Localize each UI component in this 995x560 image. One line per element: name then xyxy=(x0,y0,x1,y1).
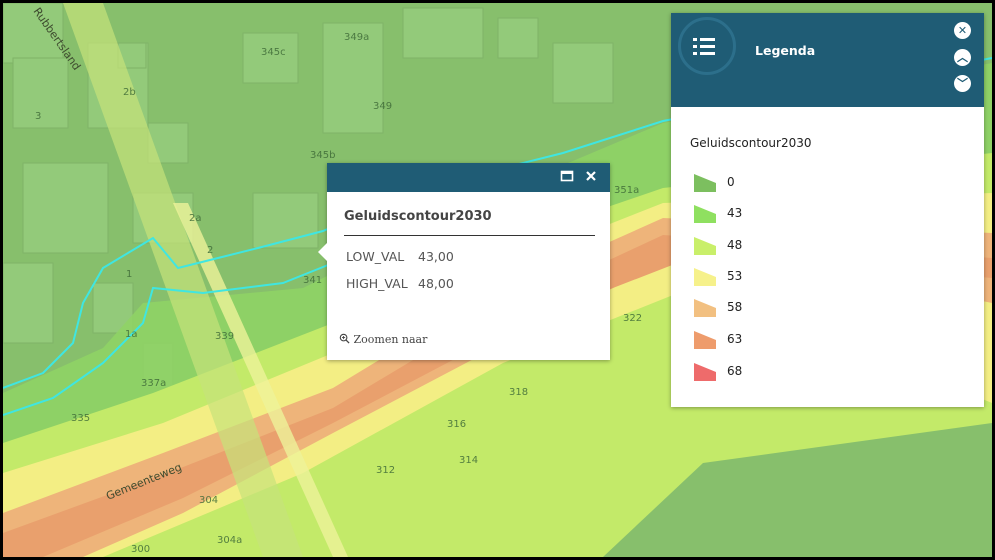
house-number: 2 xyxy=(207,245,213,256)
legend-layer-name: Geluidscontour2030 xyxy=(690,136,812,150)
house-number: 312 xyxy=(376,465,395,476)
magnifier-icon xyxy=(339,333,350,344)
house-number: 300 xyxy=(131,544,150,555)
house-number: 304a xyxy=(217,535,242,546)
popup-divider xyxy=(344,235,595,236)
attribute-key: LOW_VAL xyxy=(346,249,405,264)
house-number: 316 xyxy=(447,419,466,430)
legend-swatch xyxy=(694,268,716,286)
legend-swatch xyxy=(694,299,716,317)
popup-title: Geluidscontour2030 xyxy=(344,209,492,224)
legend-header: Legenda ✕ ︿ ﹀ xyxy=(671,13,984,107)
house-numbers: 345c 349a 349 2b 3 345b 2a 2 1 341 1a 33… xyxy=(35,32,642,555)
legend-item-label: 48 xyxy=(727,238,743,252)
attribute-key: HIGH_VAL xyxy=(346,276,408,291)
legend-title: Legenda xyxy=(755,43,816,58)
house-number: 345c xyxy=(261,47,286,58)
house-number: 318 xyxy=(509,387,528,398)
legend-item-label: 43 xyxy=(727,206,743,220)
zoom-to-link[interactable]: Zoomen naar xyxy=(339,333,427,346)
legend-panel: Legenda ✕ ︿ ﹀ Geluidscontour2030 0 43 48… xyxy=(671,13,984,407)
house-number: 1 xyxy=(126,269,132,280)
house-number: 345b xyxy=(310,150,335,161)
legend-item-label: 58 xyxy=(727,300,743,314)
legend-item-label: 53 xyxy=(727,269,743,283)
house-number: 2a xyxy=(189,213,202,224)
attribute-value: 48,00 xyxy=(418,276,454,291)
popup-header xyxy=(327,163,610,192)
legend-item-label: 63 xyxy=(727,332,743,346)
legend-swatch xyxy=(694,331,716,349)
house-number: 341 xyxy=(303,275,322,286)
house-number: 337a xyxy=(141,378,166,389)
legend-swatch xyxy=(694,237,716,255)
attribute-value: 43,00 xyxy=(418,249,454,264)
popup-pointer xyxy=(318,243,327,261)
legend-swatch xyxy=(694,363,716,381)
house-number: 2b xyxy=(123,87,136,98)
popup-attribute-row: LOW_VAL 43,00 xyxy=(346,249,454,264)
legend-close-icon[interactable]: ✕ xyxy=(954,22,971,39)
house-number: 335 xyxy=(71,413,90,424)
house-number: 322 xyxy=(623,313,642,324)
house-number: 314 xyxy=(459,455,478,466)
list-icon[interactable] xyxy=(678,17,736,75)
house-number: 3 xyxy=(35,111,41,122)
legend-item-label: 0 xyxy=(727,175,735,189)
chevron-down-icon[interactable]: ﹀ xyxy=(954,75,971,92)
popup-close-icon[interactable] xyxy=(583,169,599,185)
house-number: 349a xyxy=(344,32,369,43)
popup-attribute-row: HIGH_VAL 48,00 xyxy=(346,276,454,291)
legend-swatch xyxy=(694,174,716,192)
house-number: 351a xyxy=(614,185,639,196)
house-number: 349 xyxy=(373,101,392,112)
contour-boundary-line xyxy=(3,57,992,389)
side-road xyxy=(63,3,303,557)
contour-boundary-line-2 xyxy=(3,262,334,416)
contour-low-south xyxy=(603,423,992,557)
house-number: 304 xyxy=(199,495,218,506)
legend-item-label: 68 xyxy=(727,364,743,378)
chevron-up-icon[interactable]: ︿ xyxy=(954,49,971,66)
feature-popup: Geluidscontour2030 LOW_VAL 43,00 HIGH_VAL… xyxy=(318,163,610,360)
house-number: 339 xyxy=(215,331,234,342)
window-maximize-icon[interactable] xyxy=(559,169,575,185)
legend-swatch xyxy=(694,205,716,223)
house-number: 1a xyxy=(125,329,138,340)
zoom-to-label: Zoomen naar xyxy=(353,333,428,346)
